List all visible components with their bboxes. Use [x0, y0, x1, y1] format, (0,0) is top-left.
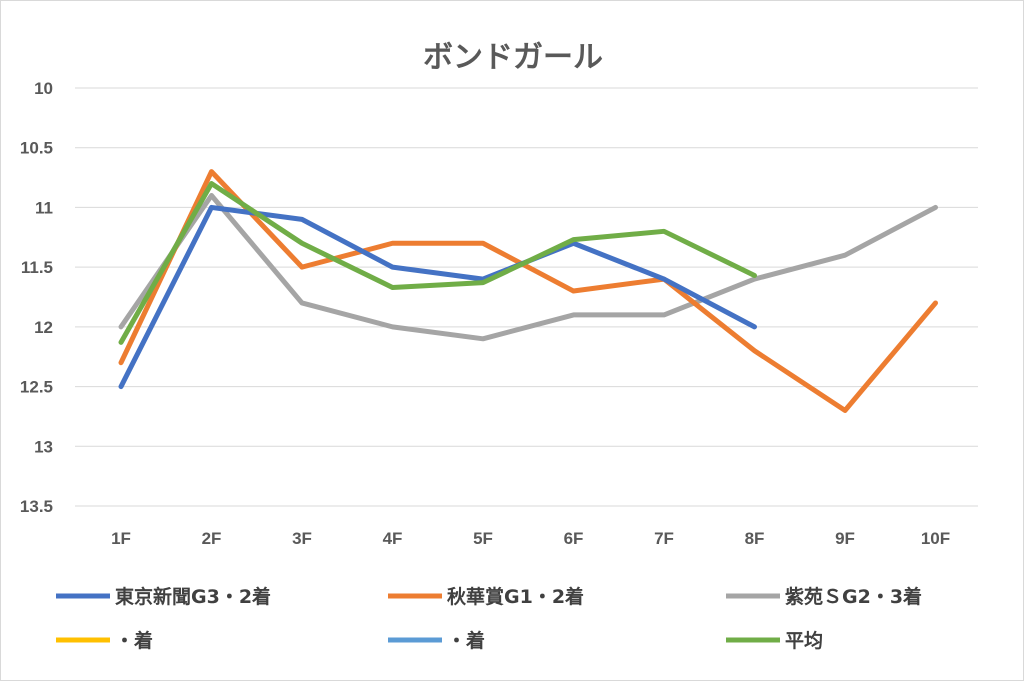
y-tick-label: 11 — [35, 198, 53, 217]
x-tick-label: 5F — [473, 529, 493, 548]
gridlines — [75, 87, 978, 507]
y-tick-label: 13.5 — [20, 497, 53, 516]
x-tick-label: 2F — [202, 529, 222, 548]
x-tick-label: 3F — [292, 529, 312, 548]
x-tick-label: 6F — [564, 529, 584, 548]
series-line — [118, 169, 938, 413]
series-line — [118, 204, 757, 390]
legend-label: ・着 — [115, 629, 153, 652]
legend: 東京新聞G3・2着 秋華賞G1・2着 紫苑ＳG2・3着・着 ・着 平均 — [56, 585, 922, 652]
y-tick-label: 12 — [34, 318, 53, 337]
series-lines — [118, 169, 938, 413]
y-axis-ticks: 10 10.5 11 11.5 12 12.5 13 13.5 — [20, 79, 53, 516]
x-axis-ticks: 1F 2F 3F 4F 5F 6F 7F 8F 9F 10F — [111, 529, 950, 548]
y-tick-label: 12.5 — [20, 378, 53, 397]
legend-label: ・着 — [447, 629, 485, 652]
x-tick-label: 8F — [745, 529, 765, 548]
legend-label: 東京新聞G3・2着 — [115, 585, 271, 608]
series-line — [118, 181, 757, 345]
y-tick-label: 11.5 — [21, 258, 53, 277]
legend-label: 平均 — [785, 629, 823, 652]
y-tick-label: 10 — [34, 79, 53, 98]
legend-label: 紫苑ＳG2・3着 — [785, 585, 922, 608]
y-tick-label: 10.5 — [20, 139, 53, 158]
y-tick-label: 13 — [34, 437, 53, 456]
legend-label: 秋華賞G1・2着 — [447, 585, 584, 608]
x-tick-label: 4F — [383, 529, 403, 548]
chart-title: ボンドガール — [423, 40, 603, 75]
x-tick-label: 9F — [835, 529, 855, 548]
x-tick-label: 10F — [921, 529, 950, 548]
x-tick-label: 1F — [111, 529, 131, 548]
series-line — [118, 192, 938, 342]
x-tick-label: 7F — [654, 529, 674, 548]
